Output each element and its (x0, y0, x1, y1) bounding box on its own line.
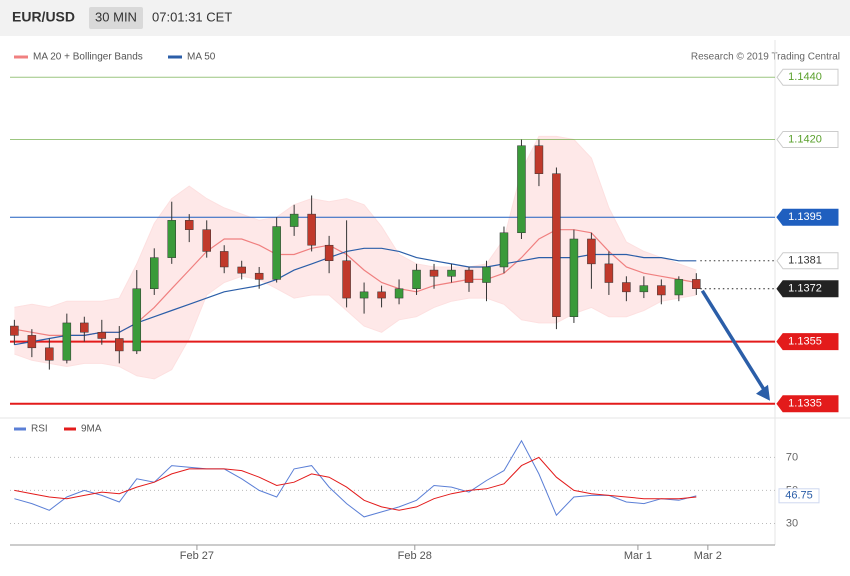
band-edge (14, 275, 697, 380)
x-tick-label: Feb 27 (180, 550, 214, 562)
candle-body (692, 279, 701, 289)
level-label-box (776, 68, 839, 86)
candle-body (307, 213, 316, 246)
candle-body (569, 238, 579, 317)
candle-body (45, 347, 54, 361)
level-label-box (776, 333, 839, 351)
legend-label: MA 50 (187, 52, 216, 63)
interval: 30 MIN (95, 9, 137, 24)
candle-body (219, 251, 229, 268)
candle-body (534, 145, 544, 174)
candle-body (184, 220, 194, 230)
candle-body (657, 285, 666, 296)
candle-body (342, 260, 351, 299)
candle-body (552, 173, 561, 317)
candle-body (674, 279, 684, 296)
band-edge (14, 135, 697, 308)
candle-body (27, 335, 37, 349)
candle-body (639, 285, 649, 293)
candle-body (482, 266, 491, 283)
candle-body (97, 332, 107, 339)
y-tick-label: 30 (786, 517, 798, 529)
value-label-box (778, 488, 820, 504)
level-label-box (776, 130, 839, 148)
x-tick-label: Mar 1 (624, 550, 652, 562)
level-label: 1.1335 (788, 398, 822, 410)
interval-box (89, 7, 143, 29)
ma-line (14, 247, 697, 346)
candle-body (499, 232, 509, 268)
legend-label: MA 20 + Bollinger Bands (33, 52, 143, 63)
x-tick-label: Mar 2 (694, 550, 722, 562)
level-label: 1.1355 (788, 336, 822, 348)
candle-body (202, 229, 211, 252)
candle-body (359, 291, 369, 299)
level-label-box (776, 208, 839, 226)
forecast-arrowhead (756, 384, 770, 401)
candle-body (132, 288, 142, 352)
time: 07:01:31 CET (152, 9, 232, 24)
candle-body (324, 244, 334, 262)
candle-body (115, 338, 124, 352)
candle-body (587, 238, 596, 265)
indicator-line (14, 439, 697, 518)
level-label: 1.1420 (788, 133, 822, 145)
level-label-box (776, 395, 839, 413)
y-tick-label: 70 (786, 451, 798, 463)
candle-body (272, 226, 281, 280)
candle-body (237, 266, 246, 274)
candle-body (167, 220, 176, 258)
candle-body (289, 213, 299, 227)
candle-body (394, 288, 404, 299)
candle-body (429, 269, 439, 277)
x-tick-label: Feb 28 (398, 550, 432, 562)
candle-body (517, 145, 526, 234)
candle-body (412, 269, 421, 289)
level-label: 1.1381 (788, 255, 822, 267)
candle-body (150, 257, 159, 289)
candle-body (254, 272, 264, 280)
candle-body (464, 269, 474, 283)
candle-body (80, 322, 89, 333)
level-label: 1.1395 (788, 211, 822, 223)
candle-body (377, 291, 386, 299)
symbol: EUR/USD (12, 9, 75, 25)
legend-label: RSI (31, 424, 48, 435)
candle-body (604, 263, 614, 283)
candle-body (622, 282, 631, 293)
value-label: 46.75 (785, 490, 813, 502)
candle-body (10, 325, 19, 336)
level-label-box (776, 280, 839, 298)
forecast-arrow (700, 289, 768, 394)
bollinger-band (14, 136, 697, 379)
indicator-line (14, 456, 697, 511)
candle-body (62, 322, 72, 361)
credit: Research © 2019 Trading Central (691, 52, 840, 63)
legend-label: 9MA (81, 424, 102, 435)
level-label: 1.1440 (788, 71, 822, 83)
candle-body (447, 269, 456, 277)
level-label-box (776, 252, 839, 270)
level-label: 1.1372 (788, 283, 822, 295)
